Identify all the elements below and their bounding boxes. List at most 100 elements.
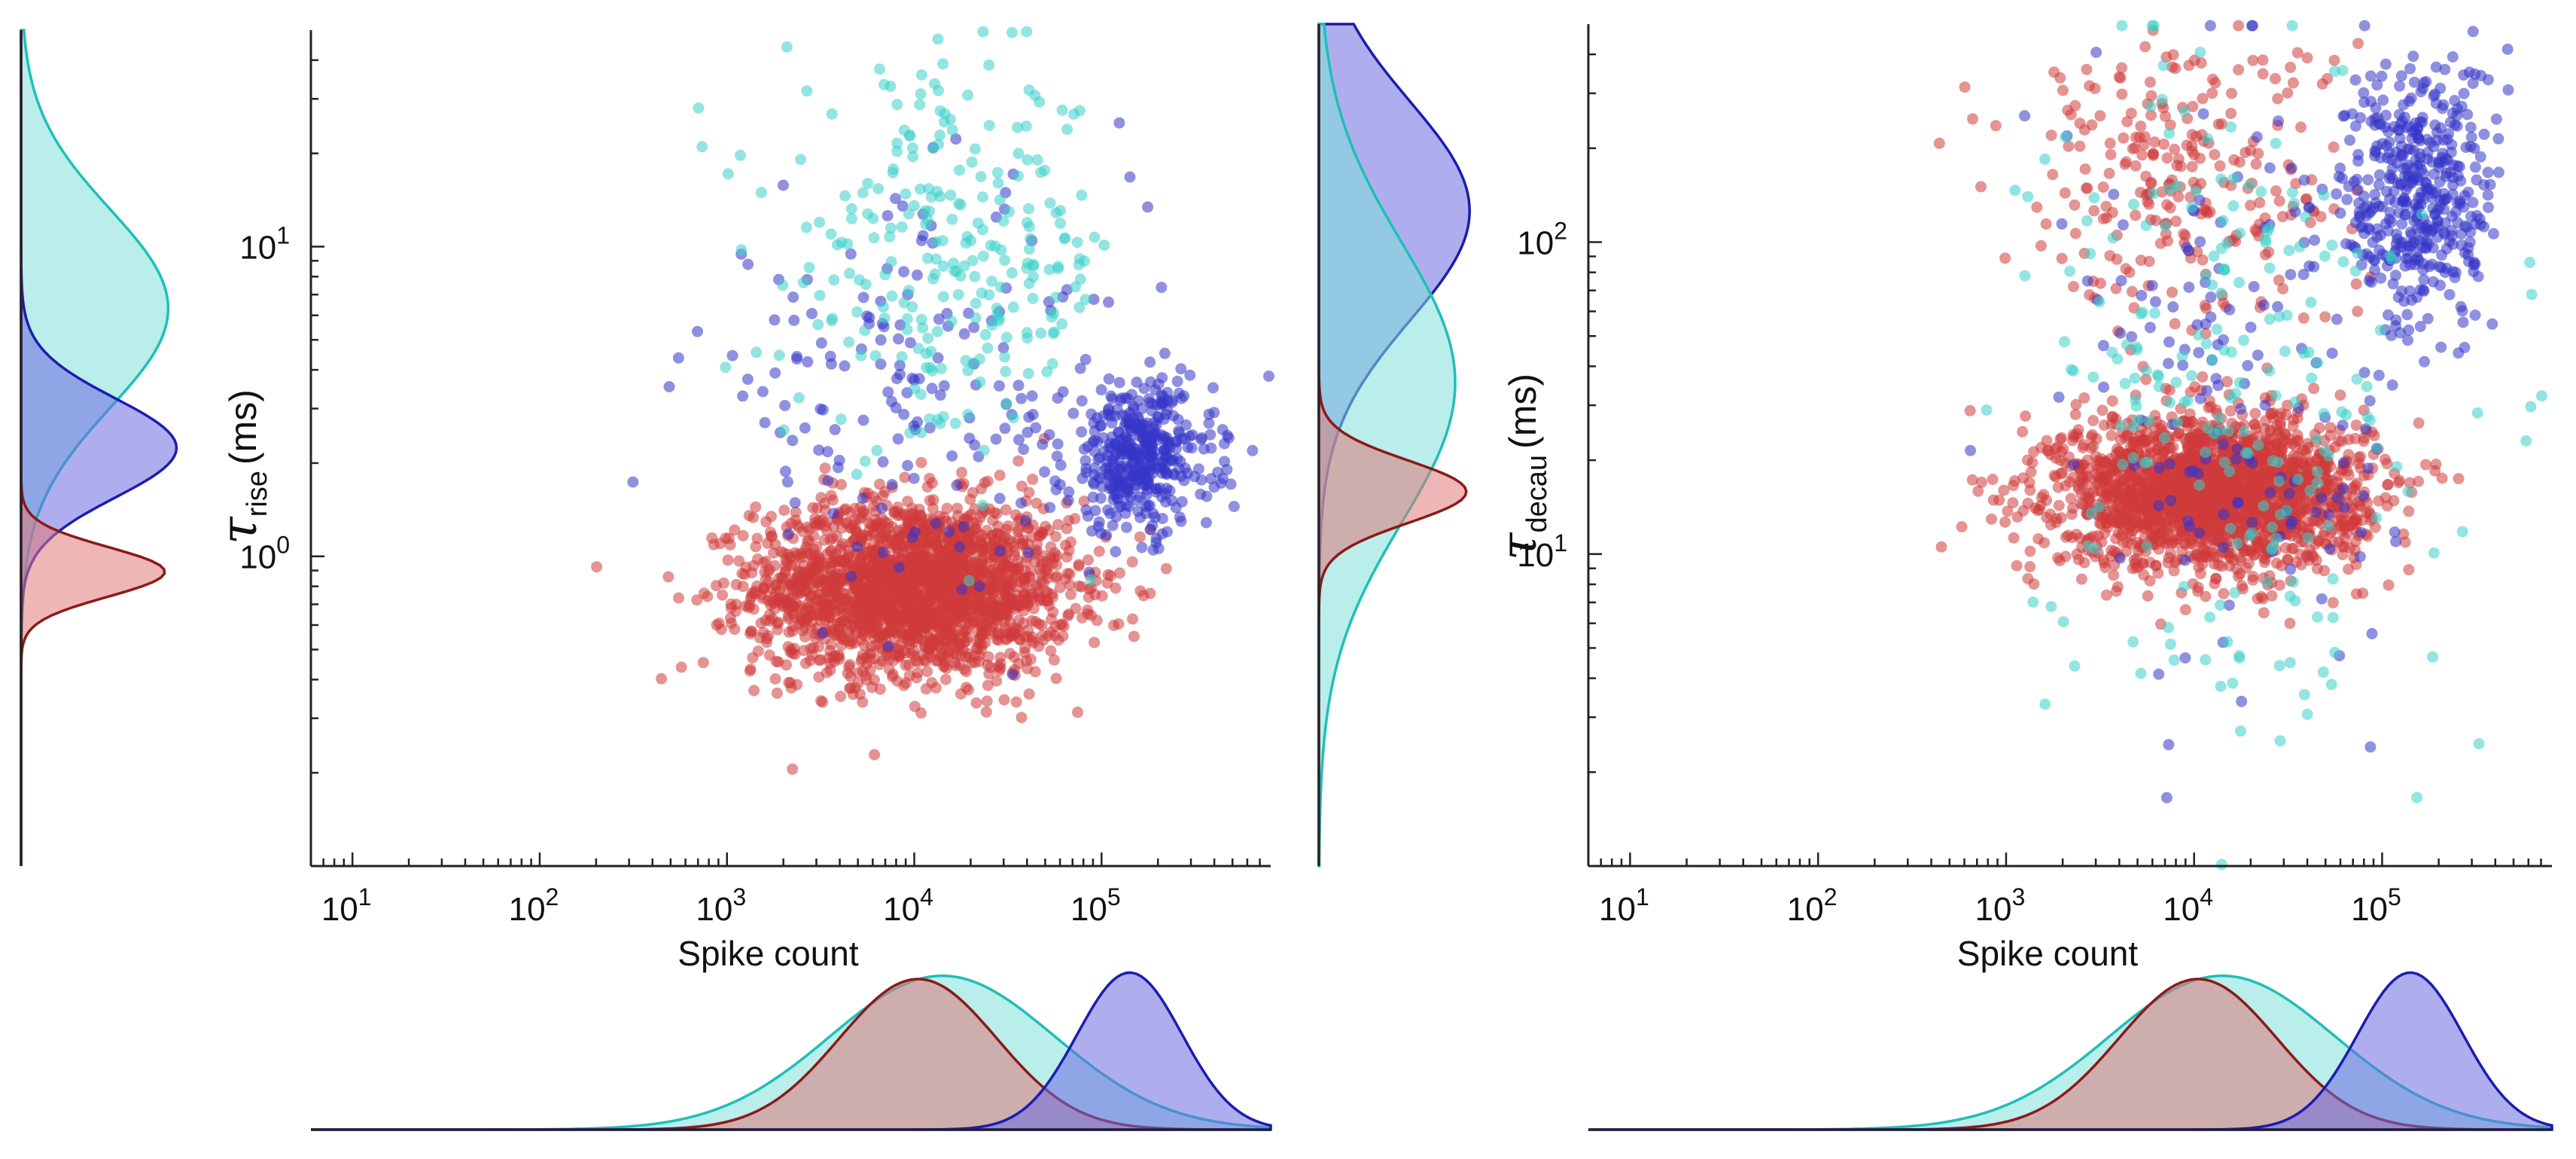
point: [1087, 436, 1099, 448]
point: [787, 435, 799, 447]
point: [778, 424, 790, 436]
point: [839, 360, 851, 372]
point: [994, 545, 1006, 557]
point: [879, 269, 891, 281]
point: [769, 367, 781, 379]
point: [981, 602, 992, 615]
point: [1047, 606, 1059, 618]
scatter-points: [591, 26, 1274, 775]
point: [1012, 455, 1025, 467]
point: [857, 187, 869, 199]
point: [883, 663, 895, 676]
point: [975, 171, 987, 182]
point: [963, 684, 974, 696]
point: [862, 208, 874, 220]
point: [959, 604, 971, 616]
point: [863, 312, 875, 324]
point: [877, 547, 889, 559]
point: [673, 592, 684, 604]
point: [1049, 475, 1061, 487]
point: [1010, 581, 1022, 593]
point: [963, 575, 975, 587]
point: [937, 594, 949, 606]
point: [2069, 408, 2081, 420]
point: [1006, 26, 1018, 38]
point: [810, 608, 822, 620]
point: [1136, 403, 1148, 415]
point: [882, 592, 894, 604]
point: [787, 625, 799, 637]
point: [1043, 264, 1055, 276]
point: [892, 433, 904, 445]
point: [783, 528, 795, 540]
point: [934, 389, 946, 401]
point: [693, 102, 705, 114]
point: [851, 468, 863, 480]
point: [847, 688, 859, 700]
point: [849, 502, 860, 514]
point: [722, 554, 734, 566]
point: [1103, 404, 1114, 416]
point: [950, 133, 962, 145]
point: [748, 511, 760, 523]
point: [839, 554, 851, 566]
point: [911, 561, 923, 573]
point: [1009, 509, 1022, 521]
point: [1156, 372, 1168, 384]
point: [1149, 416, 1161, 429]
point: [1023, 243, 1035, 255]
point: [894, 359, 906, 371]
point: [908, 200, 920, 212]
point: [877, 301, 889, 313]
point: [2349, 480, 2361, 492]
point: [2179, 604, 2191, 616]
point: [877, 456, 889, 468]
point: [2011, 511, 2023, 523]
point: [1136, 541, 1148, 554]
point: [1050, 483, 1062, 496]
point: [945, 637, 958, 649]
point: [1042, 596, 1054, 607]
point: [760, 555, 772, 567]
point: [1093, 545, 1105, 557]
point: [930, 253, 942, 265]
point: [1050, 291, 1061, 303]
point: [819, 462, 831, 474]
point: [891, 137, 903, 149]
point: [1203, 408, 1215, 420]
point: [771, 687, 783, 699]
point: [769, 673, 781, 685]
point: [1023, 203, 1034, 215]
point: [691, 594, 703, 606]
point: [1987, 474, 1999, 485]
point: [1082, 554, 1094, 566]
point: [896, 552, 907, 564]
point: [967, 486, 979, 499]
point: [915, 88, 927, 100]
point: [1107, 520, 1119, 532]
point: [1015, 392, 1028, 404]
point: [1049, 547, 1061, 559]
point: [836, 602, 848, 614]
point: [1091, 615, 1103, 627]
point: [909, 383, 921, 395]
point: [1044, 502, 1056, 514]
point: [717, 577, 729, 589]
point: [1079, 294, 1092, 306]
point: [936, 235, 948, 247]
point: [926, 383, 938, 395]
point: [999, 255, 1011, 267]
point: [1026, 615, 1038, 627]
point: [836, 479, 847, 490]
point: [1012, 148, 1025, 160]
point: [2327, 596, 2339, 608]
point: [815, 695, 827, 707]
point: [936, 626, 948, 638]
point: [827, 569, 839, 581]
point: [811, 564, 823, 576]
point: [835, 543, 847, 555]
point: [1161, 526, 1173, 538]
point: [819, 497, 830, 509]
point: [2267, 412, 2279, 424]
point: [2100, 589, 2112, 601]
